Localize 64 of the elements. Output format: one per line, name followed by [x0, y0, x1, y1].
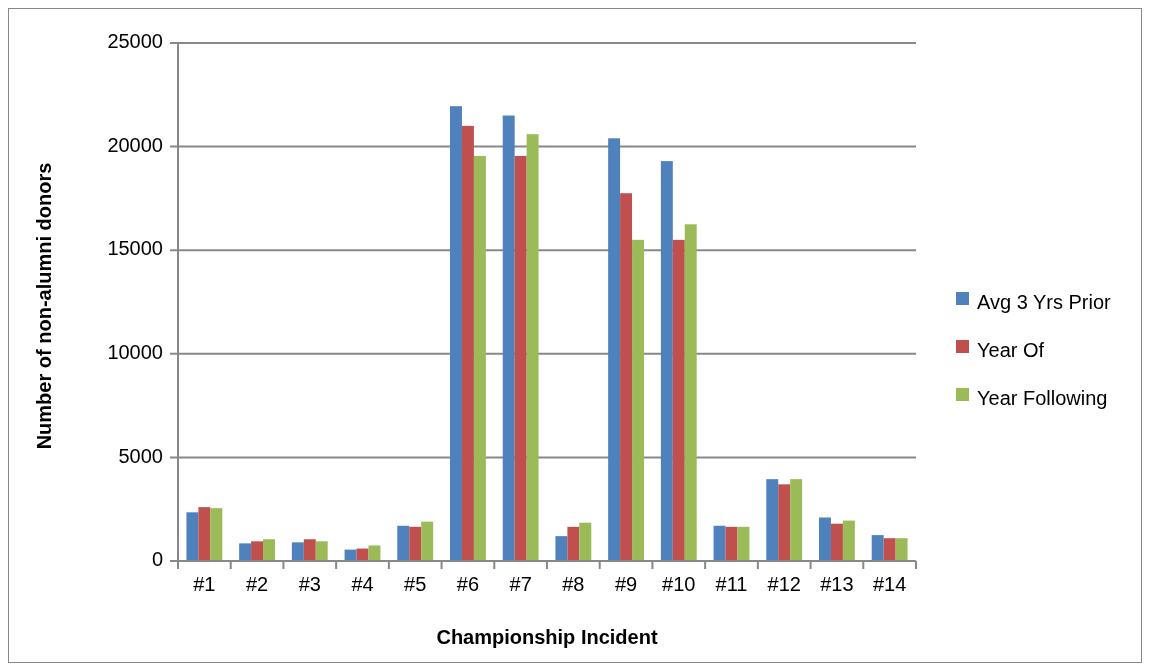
x-tick-label: #12 — [767, 573, 801, 595]
bar — [871, 535, 884, 561]
bar — [315, 541, 328, 561]
bar — [684, 224, 697, 561]
y-axis-title: Number of non-alumni donors — [33, 162, 56, 450]
y-tick-label: 15000 — [107, 237, 163, 260]
bar — [555, 536, 568, 561]
bar — [778, 484, 791, 561]
bar — [397, 525, 410, 561]
x-tick-label: #4 — [351, 573, 374, 595]
bar — [713, 525, 726, 561]
bar — [579, 522, 592, 561]
x-axis-title: Championship Incident — [436, 626, 658, 648]
y-tick-label: 20000 — [107, 133, 163, 156]
x-tick-label: #5 — [404, 573, 427, 595]
y-tick-label: 0 — [151, 548, 163, 571]
bar — [210, 508, 223, 561]
bar — [473, 155, 486, 561]
bar — [895, 538, 908, 561]
y-tick-label: 5000 — [118, 444, 163, 467]
bar — [842, 520, 855, 561]
bar — [461, 125, 474, 561]
bar — [186, 512, 199, 561]
legend-label: Year Of — [977, 339, 1045, 362]
bar — [620, 193, 633, 561]
x-tick-label: #9 — [614, 573, 638, 595]
bar — [421, 521, 434, 561]
x-tick-label: #1 — [193, 573, 216, 595]
bar — [251, 541, 264, 561]
y-tick-label: 25000 — [107, 30, 163, 53]
bar — [737, 526, 750, 561]
bar — [502, 115, 515, 561]
bar — [883, 538, 896, 561]
x-tick-label: #8 — [562, 573, 585, 595]
legend-label: Avg 3 Yrs Prior — [977, 291, 1112, 314]
bar — [409, 526, 422, 561]
bar — [672, 239, 685, 561]
bar — [303, 539, 316, 561]
legend-label: Year Following — [977, 387, 1108, 410]
bar — [263, 539, 275, 561]
bar — [819, 517, 831, 561]
bar — [632, 239, 644, 561]
bar — [608, 138, 621, 561]
bar — [291, 542, 304, 561]
x-tick-label: #10 — [662, 573, 696, 595]
bar — [526, 134, 539, 561]
bar — [239, 543, 252, 561]
y-tick-label: 10000 — [107, 341, 163, 364]
x-tick-label: #3 — [298, 573, 321, 595]
bar — [790, 479, 803, 561]
x-tick-label: #13 — [820, 573, 854, 595]
bar — [567, 526, 580, 561]
bar — [766, 479, 779, 561]
bar — [660, 161, 673, 561]
x-tick-label: #7 — [509, 573, 532, 595]
bar — [198, 507, 211, 561]
x-tick-label: #2 — [245, 573, 269, 595]
bar — [830, 523, 843, 561]
x-tick-label: #6 — [456, 573, 480, 595]
x-tick-label: #11 — [715, 573, 748, 595]
bar — [368, 545, 381, 561]
x-tick-label: #14 — [872, 573, 907, 595]
bar — [514, 155, 527, 561]
bar — [450, 106, 462, 561]
